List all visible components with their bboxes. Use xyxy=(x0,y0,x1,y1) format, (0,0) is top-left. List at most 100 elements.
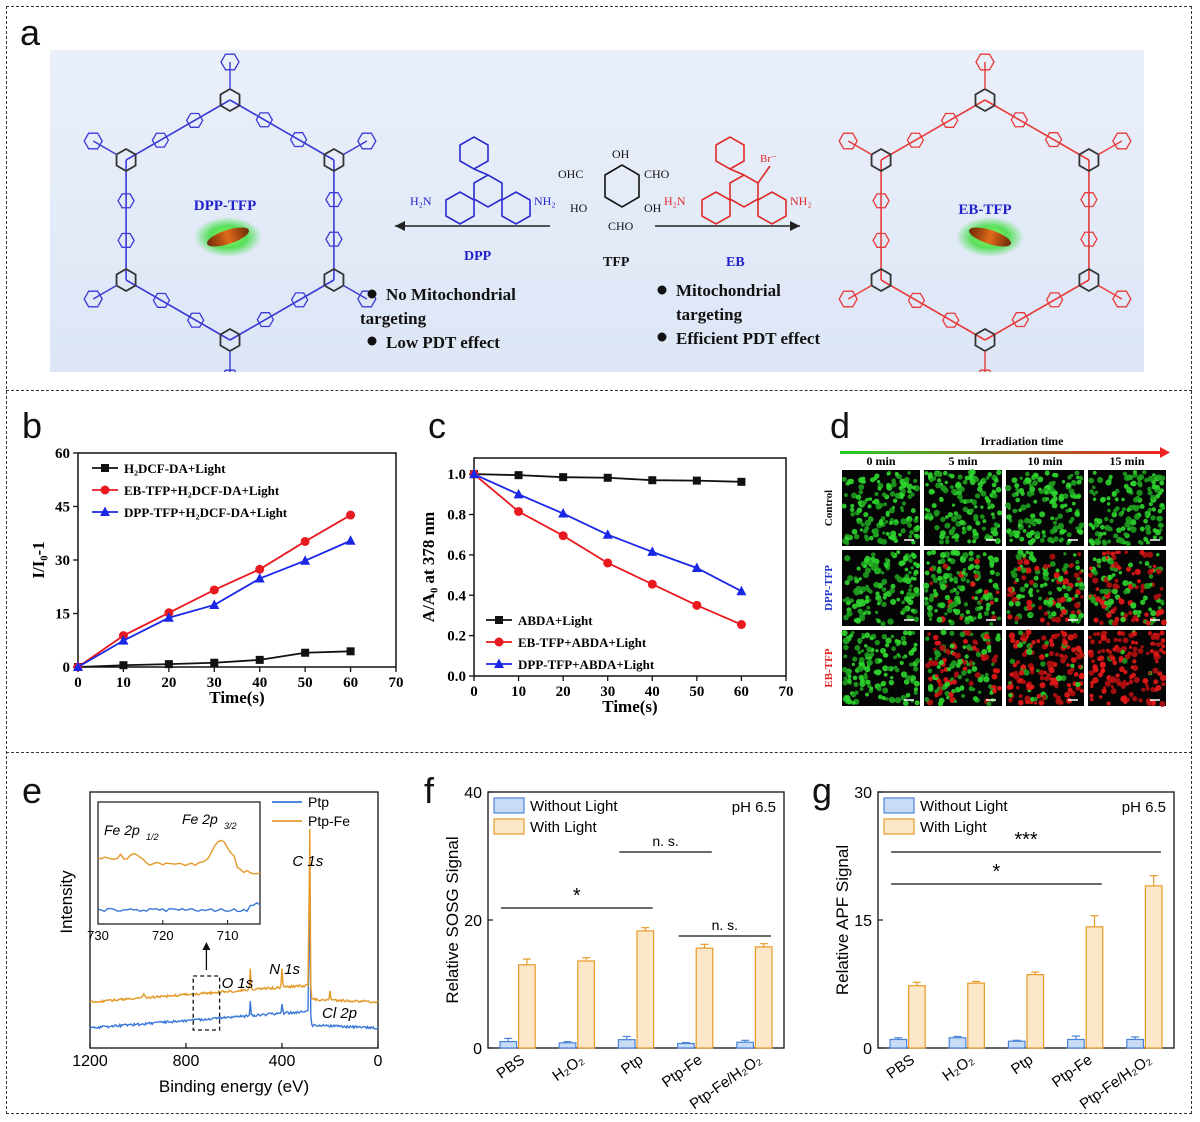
green-cell xyxy=(993,478,999,483)
green-cell xyxy=(1106,502,1111,506)
green-cell xyxy=(949,577,954,582)
red-cell xyxy=(992,688,997,694)
green-cell xyxy=(1029,593,1034,598)
green-cell xyxy=(977,614,983,620)
framework-ring xyxy=(1045,292,1064,308)
time-arrow-head xyxy=(1160,447,1170,458)
red-cell xyxy=(933,634,939,641)
green-cell xyxy=(1111,588,1118,595)
framework-ring xyxy=(325,192,343,208)
green-cell xyxy=(1148,607,1152,612)
green-cell xyxy=(928,596,934,603)
green-cell xyxy=(1044,470,1050,476)
green-cell xyxy=(847,674,852,679)
green-cell xyxy=(1074,510,1080,517)
framework-ring xyxy=(357,132,377,150)
tfp-cho-bottom: CHO xyxy=(608,219,634,233)
green-cell xyxy=(1118,511,1124,517)
green-cell xyxy=(924,570,930,576)
green-cell xyxy=(1015,487,1019,492)
framework-ring xyxy=(255,112,274,128)
green-cell xyxy=(1076,479,1082,485)
green-cell xyxy=(931,503,937,509)
framework-ring xyxy=(151,132,170,148)
green-cell xyxy=(1158,536,1163,541)
green-cell xyxy=(965,579,970,584)
red-cell xyxy=(970,581,976,587)
framework-ring xyxy=(906,132,925,148)
green-cell xyxy=(1025,550,1030,555)
green-cell xyxy=(1131,504,1137,510)
legend-label: EB-TFP+ABDA+Light xyxy=(518,635,647,650)
dpp-tfp-nanoparticle xyxy=(194,217,262,257)
green-cell xyxy=(898,579,903,583)
green-cell xyxy=(852,656,858,662)
green-cell xyxy=(879,519,884,524)
green-cell xyxy=(850,512,855,517)
red-cell xyxy=(1075,685,1081,691)
red-cell xyxy=(1101,648,1106,653)
red-cell xyxy=(1014,615,1020,622)
green-cell xyxy=(924,515,929,520)
red-cell xyxy=(1015,660,1021,665)
ph-annotation: pH 6.5 xyxy=(1122,799,1166,816)
green-cell xyxy=(906,614,911,620)
framework-ring xyxy=(838,290,858,308)
bar xyxy=(1026,974,1045,1049)
green-cell xyxy=(896,474,903,480)
red-cell xyxy=(1006,684,1013,690)
red-cell xyxy=(1011,596,1018,603)
green-cell xyxy=(913,642,918,647)
green-cell xyxy=(1011,532,1016,536)
green-cell xyxy=(1094,531,1101,537)
green-cell xyxy=(910,492,915,497)
green-cell xyxy=(893,665,898,670)
green-cell xyxy=(1067,475,1072,480)
red-cell xyxy=(991,673,998,680)
green-cell xyxy=(877,694,883,700)
green-cell xyxy=(964,475,970,481)
red-cell xyxy=(959,616,964,621)
green-cell xyxy=(864,632,871,639)
green-cell xyxy=(1107,598,1115,605)
inset-ptp-spectrum xyxy=(97,901,261,913)
framework-linkage xyxy=(984,279,1090,341)
microscopy-image xyxy=(923,549,1002,626)
green-cell xyxy=(865,679,871,685)
panel-label-f: f xyxy=(424,770,435,811)
green-cell xyxy=(1120,649,1125,655)
x-axis-label: Binding energy (eV) xyxy=(159,1077,309,1096)
red-cell xyxy=(1104,680,1111,687)
red-cell xyxy=(1127,651,1133,656)
red-cell xyxy=(979,599,983,603)
x-category-label: Ptp-Fe xyxy=(1049,1051,1096,1091)
green-cell xyxy=(1055,568,1060,573)
x-tick-label: 70 xyxy=(389,675,404,691)
green-cell xyxy=(932,588,937,593)
green-cell xyxy=(882,531,886,535)
red-cell xyxy=(1048,650,1055,657)
green-cell xyxy=(1020,504,1027,511)
framework-linkage xyxy=(984,99,1090,161)
legend-swatch xyxy=(883,818,915,835)
data-point xyxy=(300,555,311,565)
green-cell xyxy=(869,686,874,691)
green-cell xyxy=(923,582,930,589)
green-cell xyxy=(1044,490,1048,494)
green-cell xyxy=(974,564,980,570)
red-cell xyxy=(1159,700,1166,707)
green-cell xyxy=(945,535,950,540)
green-cell xyxy=(952,587,957,592)
green-cell xyxy=(1096,476,1104,484)
red-cell xyxy=(1128,645,1133,649)
green-cell xyxy=(913,690,918,695)
green-cell xyxy=(972,539,977,544)
green-cell xyxy=(880,647,887,654)
green-cell xyxy=(927,612,934,618)
green-cell xyxy=(851,492,858,499)
green-cell xyxy=(1029,551,1034,556)
green-cell xyxy=(943,572,950,580)
green-cell xyxy=(944,522,951,529)
green-cell xyxy=(925,636,930,641)
red-cell xyxy=(1016,566,1022,572)
